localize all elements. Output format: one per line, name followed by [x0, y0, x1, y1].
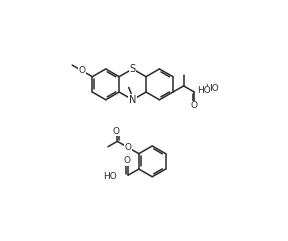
Text: HO: HO [197, 86, 211, 95]
Text: O: O [112, 127, 119, 136]
Text: O: O [125, 143, 132, 152]
Text: HO: HO [103, 172, 117, 181]
Text: O: O [123, 156, 130, 165]
Text: O: O [191, 101, 198, 110]
Text: HO: HO [205, 84, 219, 93]
Text: S: S [130, 64, 136, 74]
Text: O: O [78, 66, 85, 75]
Text: N: N [129, 95, 136, 105]
